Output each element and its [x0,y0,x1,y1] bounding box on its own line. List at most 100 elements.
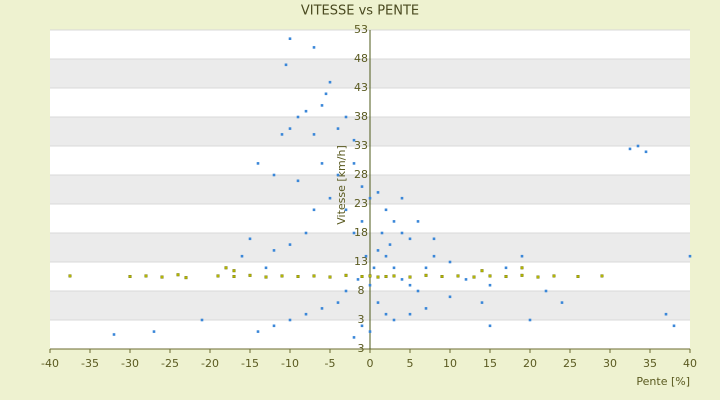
point [448,295,452,299]
point [264,266,268,270]
point [644,150,648,154]
point [296,275,300,279]
point [352,162,356,165]
x-tick-label: 5 [407,357,414,370]
point [352,231,356,235]
y-tick-label: 23 [354,197,368,210]
point [312,46,316,49]
point [280,133,284,136]
point [232,269,236,273]
x-tick-label: 25 [563,357,577,370]
point [320,162,324,165]
point [424,266,428,270]
y-tick-label: 13 [354,255,368,268]
point [600,274,604,278]
point [504,266,508,270]
point [368,196,372,200]
point [232,275,236,279]
point [360,275,364,279]
point [400,231,404,235]
point [312,274,316,278]
point [344,115,348,119]
point [688,254,692,258]
point [424,273,428,277]
point [128,275,132,279]
point [456,274,460,278]
y-tick-label: 43 [354,81,368,94]
point [256,330,260,333]
point [400,196,404,200]
point [392,220,396,223]
y-axis-label: Vitesse [km/h] [335,145,348,225]
point [392,318,396,322]
point [296,115,300,119]
x-tick-label: -40 [41,357,59,370]
point [280,274,284,278]
point [328,196,332,200]
point [344,273,348,277]
point [392,274,396,278]
point [424,307,428,310]
chart-title: VITESSE vs PENTE [301,4,419,19]
point [272,249,276,252]
point [312,208,316,212]
point [288,318,292,322]
x-tick-label: -30 [121,357,139,370]
point [224,266,228,270]
point [368,283,372,287]
point [472,275,476,279]
point [504,275,508,279]
point [364,254,368,258]
point [376,249,380,252]
point [360,220,364,223]
point [248,237,252,241]
point [248,273,252,277]
point [288,243,292,246]
point [392,266,396,270]
point [336,301,340,304]
point [360,324,364,328]
point [256,162,260,165]
point [264,275,268,279]
point [356,278,360,281]
point [68,274,72,278]
point [312,133,316,136]
point [536,275,540,279]
point [324,92,328,96]
point [384,275,388,279]
x-tick-label: -20 [201,357,219,370]
point [336,127,340,130]
x-tick-label: 40 [683,357,697,370]
point [368,274,372,278]
point [672,324,676,328]
point [384,312,388,316]
point [372,266,376,270]
point [416,220,420,223]
point [376,301,380,304]
point [320,104,324,107]
point [528,318,532,322]
point [328,80,332,84]
point [376,191,380,194]
point [408,237,412,241]
point [664,312,668,316]
point [368,330,372,333]
point [576,275,580,279]
y-tick-label: 3 [358,313,365,326]
point [284,63,288,67]
point [328,275,332,279]
point [352,336,356,339]
point [344,208,348,212]
point [432,254,436,258]
point [272,324,276,328]
point [464,278,468,281]
y-tick-label: 38 [354,110,368,123]
point [200,318,204,322]
point [416,289,420,293]
point [296,179,300,183]
point [552,274,556,278]
point [480,269,484,273]
x-tick-label: -15 [241,357,259,370]
